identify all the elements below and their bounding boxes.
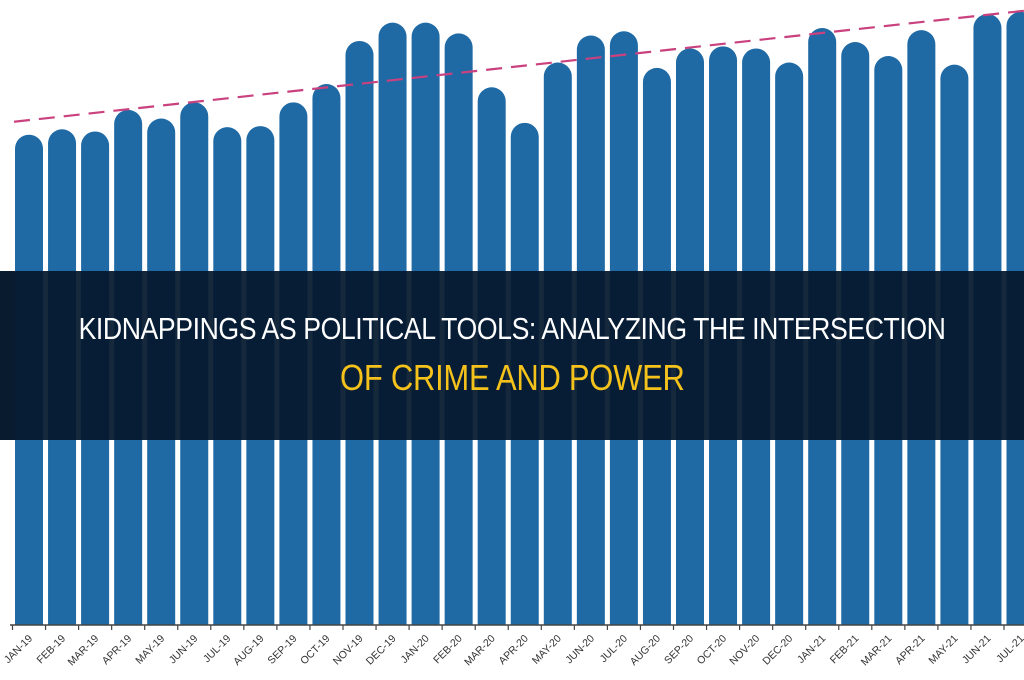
x-tick-label: FEB-20: [431, 633, 465, 667]
x-tick-label: AUG-20: [628, 633, 663, 668]
x-tick-label: JUL-20: [598, 633, 631, 666]
x-tick-label: SEP-19: [265, 633, 299, 667]
x-tick-label: OCT-19: [298, 633, 333, 668]
x-tick-label: APR-21: [893, 633, 928, 668]
x-tick-label: JUN-21: [960, 633, 994, 667]
x-tick-label: NOV-20: [727, 633, 762, 668]
x-tick-label: JAN-19: [2, 633, 35, 666]
x-tick-label: JUL-19: [201, 633, 234, 666]
x-tick-label: JAN-21: [795, 633, 828, 666]
x-tick-label: MAY-21: [926, 633, 960, 667]
x-tick-label: MAR-19: [66, 633, 102, 669]
trend-line: [13, 9, 1024, 123]
x-tick-label: MAR-20: [462, 633, 498, 669]
x-axis-ticks: [11, 625, 1005, 630]
title-line-1: KIDNAPPINGS AS POLITICAL TOOLS: ANALYZIN…: [78, 310, 946, 346]
x-tick-label: APR-20: [496, 633, 531, 668]
x-tick-label: JUN-20: [563, 633, 597, 667]
x-tick-label: FEB-19: [35, 633, 69, 667]
title-banner: KIDNAPPINGS AS POLITICAL TOOLS: ANALYZIN…: [0, 271, 1024, 440]
x-tick-label: JUN-19: [167, 633, 201, 667]
x-tick-label: DEC-19: [364, 633, 399, 668]
x-tick-label: JAN-20: [398, 633, 431, 666]
x-tick-label: NOV-19: [331, 633, 366, 668]
x-tick-label: DEC-20: [760, 633, 795, 668]
x-tick-label: FEB-21: [828, 633, 862, 667]
x-tick-label: SEP-20: [662, 633, 696, 667]
x-tick-label: MAY-20: [530, 633, 564, 667]
x-tick-label: APR-19: [100, 633, 135, 668]
x-tick-label: AUG-19: [231, 633, 266, 668]
x-tick-label: JUL-21: [994, 633, 1024, 666]
title-line-2: OF CRIME AND POWER: [339, 356, 685, 398]
x-tick-label: OCT-20: [695, 633, 730, 668]
x-tick-label: MAR-21: [859, 633, 895, 669]
x-tick-label: MAY-19: [133, 633, 167, 667]
